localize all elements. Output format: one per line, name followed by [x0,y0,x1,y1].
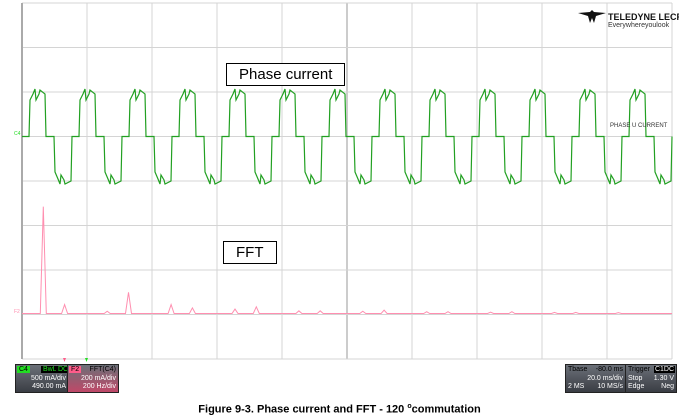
timebase-rate: 10 MS/s [597,383,623,390]
f2-marker: F2 [14,309,20,315]
f2-channel-panel[interactable]: F2 FFT(C4) 200 mA/div 200 Hz/div [67,364,119,393]
teledyne-lecroy-logo: TELEDYNE LECROY Everywhereyoulook [578,10,679,29]
fft-label: FFT [223,241,277,264]
trigger-slope: Neg [661,383,674,390]
figure-caption: Figure 9-3. Phase current and FFT - 120 … [0,403,679,416]
f2-scale: 200 mA/div [80,375,116,382]
c4-scale: 500 mA/div [30,375,66,382]
c4-channel-panel[interactable]: C4 BwL DC 500 mA/div 490.00 mA [15,364,71,393]
trigger-label: Trigger [628,366,650,373]
c4-marker: C4 [14,131,21,137]
f2-hscale: 200 Hz/div [82,383,116,390]
trigger-mode: Stop [628,375,643,382]
trace-name: PHASE U CURRENT [610,123,668,129]
c4-offset: 490.00 mA [32,383,66,390]
phase-current-trace [22,88,673,185]
logo-brand: TELEDYNE LECROY [608,12,679,22]
timebase-panel[interactable]: Tbase -80.0 ms 20.0 ms/div 2 MS 10 MS/s [565,364,626,393]
trigger-type: Edge [628,383,645,390]
caption-tail: commutation [411,403,481,416]
c4-trigger-marker [85,358,88,362]
phase-current-label: Phase current [226,63,346,86]
f2-source: FFT(C4) [89,366,116,373]
caption-text: Figure 9-3. Phase current and FFT - 120 [198,403,408,416]
timebase-delay: -80.0 ms [595,366,623,373]
timebase-label: Tbase [568,366,588,373]
logo-tagline: Everywhereyoulook [608,22,670,29]
trigger-level: 1.30 V [653,375,674,382]
c4-coupling: BwL [41,366,59,373]
fft-trace [22,206,672,314]
trigger-panel[interactable]: Trigger C1DC Stop 1.30 V Edge Neg [625,364,677,393]
oscilloscope-display [21,2,673,362]
trigger-source: C1DC [653,366,675,373]
caption-degree: o [407,403,412,410]
c4-tag: C4 [17,366,30,373]
c4-coupling2: DC [56,366,71,373]
logo-bird-icon [578,10,606,23]
f2-tag: F2 [69,366,82,373]
timebase-scale: 20.0 ms/div [587,375,623,382]
f2-trigger-marker [63,358,66,362]
timebase-memory: 2 MS [568,383,585,390]
